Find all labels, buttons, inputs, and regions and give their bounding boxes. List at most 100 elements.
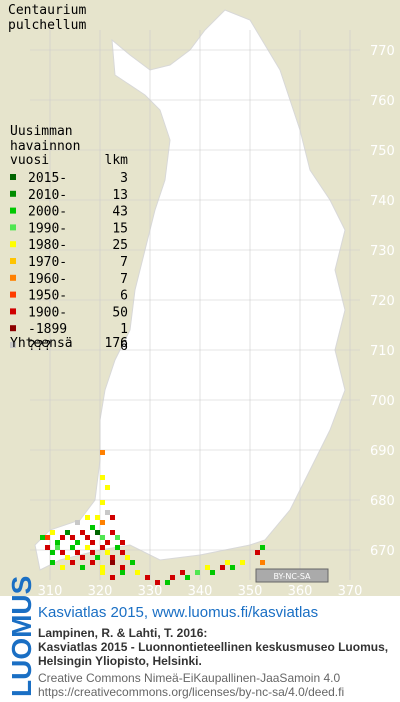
x-tick-label: 340	[188, 584, 213, 599]
legend-period: 1900-	[28, 305, 67, 320]
occurrence-cell	[220, 565, 225, 570]
license-text[interactable]: https://creativecommons.org/licenses/by-…	[38, 685, 344, 699]
legend-period: 1970-	[28, 255, 67, 270]
legend-count: 7	[120, 272, 128, 287]
legend-count: 6	[120, 289, 128, 304]
occurrence-cell	[240, 560, 245, 565]
occurrence-cell	[75, 540, 80, 545]
occurrence-cell	[80, 565, 85, 570]
occurrence-cell	[205, 565, 210, 570]
y-tick-label: 770	[370, 44, 395, 59]
x-tick-label: 310	[38, 584, 63, 599]
legend-count: 25	[112, 238, 128, 253]
legend-period: -1899	[28, 322, 67, 337]
occurrence-cell	[80, 555, 85, 560]
occurrence-cell	[75, 520, 80, 525]
logo: LUOMUS	[6, 576, 37, 697]
occurrence-cell	[170, 575, 175, 580]
x-tick-label: 320	[88, 584, 113, 599]
legend-count: 15	[112, 221, 128, 236]
occurrence-cell	[165, 580, 170, 585]
legend-swatch	[10, 241, 16, 248]
occurrence-cell	[105, 485, 110, 490]
occurrence-cell	[185, 575, 190, 580]
occurrence-cell	[90, 540, 95, 545]
occurrence-cell	[90, 550, 95, 555]
occurrence-cell	[110, 530, 115, 535]
occurrence-cell	[90, 525, 95, 530]
x-tick-label: 360	[288, 584, 313, 599]
license-badge-text: BY-NC-SA	[273, 572, 311, 581]
occurrence-cell	[110, 515, 115, 520]
legend-total-label: Yhteensä	[10, 336, 73, 351]
occurrence-cell	[105, 540, 110, 545]
legend-count: 6	[120, 339, 128, 354]
occurrence-cell	[105, 550, 110, 555]
occurrence-cell	[65, 555, 70, 560]
occurrence-cell	[100, 545, 105, 550]
title: pulchellum	[8, 18, 86, 33]
occurrence-cell	[100, 570, 105, 575]
occurrence-cell	[55, 545, 60, 550]
occurrence-cell	[120, 540, 125, 545]
legend-period: 2000-	[28, 205, 67, 220]
legend-period: 1960-	[28, 272, 67, 287]
title: Centaurium	[8, 3, 86, 18]
occurrence-cell	[95, 530, 100, 535]
occurrence-cell	[110, 575, 115, 580]
occurrence-cell	[40, 535, 45, 540]
y-tick-label: 720	[370, 294, 395, 309]
legend-count: 50	[112, 305, 128, 320]
citation: Lampinen, R. & Lahti, T. 2016:	[38, 626, 207, 640]
occurrence-cell	[70, 535, 75, 540]
occurrence-cell	[50, 560, 55, 565]
x-tick-label: 370	[338, 584, 363, 599]
occurrence-cell	[50, 530, 55, 535]
y-tick-label: 710	[370, 344, 395, 359]
legend-count: 3	[120, 171, 128, 186]
occurrence-cell	[45, 545, 50, 550]
legend-period: 1980-	[28, 238, 67, 253]
legend-swatch	[10, 291, 16, 298]
occurrence-cell	[115, 545, 120, 550]
occurrence-cell	[70, 560, 75, 565]
occurrence-cell	[50, 550, 55, 555]
y-tick-label: 680	[370, 494, 395, 509]
legend-swatch	[10, 342, 16, 348]
legend-heading: Uusimman	[10, 124, 73, 139]
occurrence-cell	[120, 550, 125, 555]
legend-swatch	[10, 207, 16, 214]
occurrence-cell	[130, 560, 135, 565]
occurrence-cell	[100, 520, 105, 525]
occurrence-cell	[60, 535, 65, 540]
occurrence-cell	[85, 545, 90, 550]
legend-count: 43	[112, 205, 128, 220]
y-tick-label: 700	[370, 394, 395, 409]
legend-swatch	[10, 224, 16, 231]
occurrence-cell	[110, 555, 115, 560]
occurrence-cell	[125, 555, 130, 560]
occurrence-cell	[95, 555, 100, 560]
legend-swatch	[10, 308, 16, 315]
legend-swatch	[10, 258, 16, 264]
footer-link[interactable]: Kasviatlas 2015, www.luomus.fi/kasviatla…	[38, 604, 318, 621]
license-text: Creative Commons Nimeä-EiKaupallinen-Jaa…	[38, 671, 340, 685]
occurrence-cell	[100, 500, 105, 505]
occurrence-cell	[100, 450, 105, 455]
legend-heading: vuosi	[10, 153, 49, 168]
legend-heading: havainnon	[10, 139, 80, 154]
occurrence-cell	[105, 510, 110, 515]
occurrence-cell	[135, 570, 140, 575]
occurrence-cell	[60, 565, 65, 570]
y-tick-label: 760	[370, 94, 395, 109]
occurrence-cell	[100, 565, 105, 570]
occurrence-cell	[100, 475, 105, 480]
occurrence-cell	[85, 535, 90, 540]
occurrence-cell	[110, 560, 115, 565]
occurrence-cell	[45, 535, 50, 540]
legend-period: 2015-	[28, 171, 67, 186]
occurrence-cell	[115, 535, 120, 540]
occurrence-cell	[90, 560, 95, 565]
